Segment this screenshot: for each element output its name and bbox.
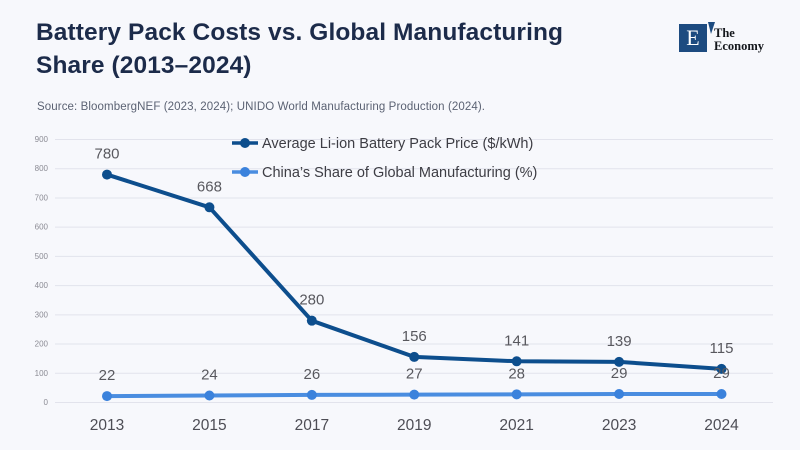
x-axis-tick-label: 2015 [192,417,226,434]
logo-name-line2: Economy [714,38,764,53]
legend-marker [240,167,250,177]
data-label: 780 [94,146,119,163]
y-axis-tick-label: 900 [35,135,49,144]
source-note: Source: BloombergNEF (2023, 2024); UNIDO… [37,101,486,113]
y-axis-tick-label: 0 [44,398,49,407]
legend-marker [240,138,250,148]
data-point [204,202,215,213]
logo-mark: E [679,22,715,52]
data-point [511,356,522,367]
logo-notch-icon [708,22,715,34]
y-axis-tick-label: 400 [35,281,49,290]
page-title-line2: Share (2013–2024) [36,52,252,79]
y-axis-tick-label: 200 [35,340,49,349]
y-axis-tick-label: 600 [35,223,49,232]
y-axis-tick-label: 300 [35,310,49,319]
y-axis-tick-label: 700 [35,193,49,202]
data-point [409,351,420,362]
y-axis-tick-label: 500 [35,252,49,261]
y-axis-tick-label: 100 [35,369,49,378]
data-label: 22 [99,367,116,384]
logo-letter: E [686,25,700,50]
data-label: 28 [508,365,525,382]
data-point [511,389,522,400]
x-axis-tick-label: 2017 [295,417,329,434]
data-label: 29 [713,365,730,382]
data-point [409,389,420,400]
data-label: 26 [303,366,320,383]
legend-label: Average Li-ion Battery Pack Price ($/kWh… [262,136,533,152]
data-point [614,356,625,367]
data-label: 139 [607,333,632,350]
data-point [716,389,727,400]
data-label: 668 [197,178,222,195]
page-title: Battery Pack Costs vs. Global Manufactur… [36,16,563,82]
data-point [306,315,317,326]
brand-logo: E The Economy [679,22,764,52]
data-point [614,389,625,400]
logo-name-line1: The [714,26,735,40]
data-point [102,169,112,180]
data-point [204,390,215,401]
data-point [306,389,317,400]
data-label: 27 [406,366,423,383]
data-label: 280 [299,292,324,309]
x-axis-tick-label: 2013 [90,417,124,434]
x-axis-tick-label: 2021 [499,417,533,434]
legend-label: China’s Share of Global Manufacturing (%… [262,165,537,181]
line-chart: 0 100 200 300 400 500 600 700 800 900 2013 2015 2017… [35,135,773,434]
x-axis-tick-label: 2019 [397,417,431,434]
data-point [716,363,727,374]
data-label: 141 [504,332,529,349]
data-label: 24 [201,366,218,383]
data-label: 29 [611,365,628,382]
logo-name: The Economy [714,24,764,52]
x-axis-tick-label: 2024 [704,417,739,434]
x-axis-tick-label: 2023 [602,417,636,434]
data-label: 156 [402,328,427,345]
data-label: 115 [710,340,734,357]
page-title-line1: Battery Pack Costs vs. Global Manufactur… [36,19,564,46]
y-axis-tick-label: 800 [35,164,49,173]
data-point [102,391,112,402]
